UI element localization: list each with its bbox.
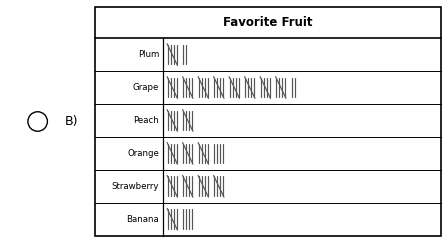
Text: Strawberry: Strawberry — [112, 182, 159, 191]
Text: Banana: Banana — [126, 215, 159, 224]
Text: B): B) — [65, 115, 78, 128]
Text: Favorite Fruit: Favorite Fruit — [223, 16, 313, 29]
Text: Grape: Grape — [133, 83, 159, 92]
Bar — [95, 7, 441, 236]
Text: Peach: Peach — [133, 116, 159, 125]
Text: Orange: Orange — [127, 149, 159, 158]
Text: Plum: Plum — [138, 50, 159, 59]
